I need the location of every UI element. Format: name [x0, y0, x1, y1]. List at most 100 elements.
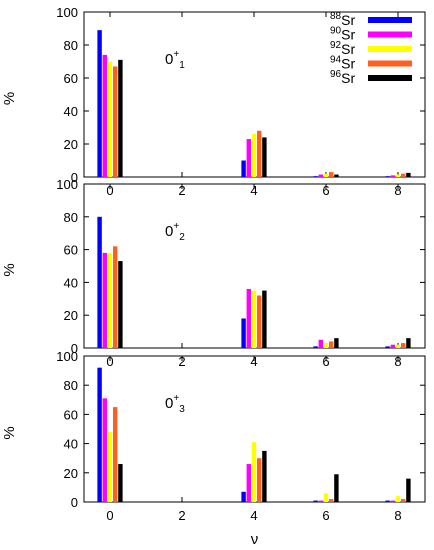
- y-tick-label: 60: [64, 243, 78, 258]
- bar: [257, 458, 262, 502]
- legend-entry-label: 90Sr: [330, 26, 355, 43]
- y-tick-label: 0: [71, 341, 78, 356]
- bar: [97, 367, 102, 502]
- legend-swatch: [368, 46, 412, 52]
- x-tick-label: 2: [178, 354, 185, 369]
- legend-swatch: [368, 75, 412, 81]
- bar: [241, 491, 246, 502]
- bar: [385, 346, 390, 348]
- legend-entry-label: 92Sr: [330, 40, 355, 57]
- bar: [395, 174, 401, 177]
- legend-swatch: [368, 60, 412, 67]
- x-tick-label: 4: [250, 354, 257, 369]
- x-tick-label: 2: [178, 508, 185, 523]
- legend-entry-label: 88Sr: [330, 11, 355, 28]
- bar: [323, 343, 329, 348]
- y-tick-label: 80: [64, 378, 78, 393]
- bar: [318, 174, 323, 177]
- bar: [102, 398, 107, 502]
- bar: [102, 54, 107, 177]
- x-tick-label: 6: [322, 354, 329, 369]
- bar: [334, 174, 339, 177]
- x-tick-label: 8: [394, 183, 401, 198]
- bar: [406, 172, 411, 177]
- bar: [406, 478, 411, 502]
- bar: [406, 338, 411, 348]
- bar: [97, 30, 102, 178]
- legend-swatch: [368, 31, 412, 38]
- y-tick-label: 60: [64, 71, 78, 86]
- bar: [241, 318, 246, 348]
- x-tick-label: 8: [394, 508, 401, 523]
- y-tick-label: 80: [64, 38, 78, 53]
- y-tick-label: 80: [64, 210, 78, 225]
- bar: [390, 500, 395, 502]
- bar: [262, 137, 267, 177]
- bar: [318, 500, 323, 502]
- y-tick-label: 60: [64, 407, 78, 422]
- x-tick-label: 4: [250, 183, 257, 198]
- bar: [329, 499, 334, 502]
- bar: [385, 176, 390, 177]
- bar: [390, 344, 395, 348]
- y-tick-label: 0: [71, 170, 78, 185]
- bar: [251, 290, 257, 348]
- y-axis-title: %: [1, 426, 18, 439]
- y-tick-label: 40: [64, 104, 78, 119]
- bar: [118, 464, 123, 502]
- bar: [118, 59, 123, 177]
- bar: [329, 172, 334, 177]
- y-tick-label: 40: [64, 437, 78, 452]
- bar: [262, 290, 267, 348]
- bar: [390, 175, 395, 177]
- bar: [334, 338, 339, 348]
- bar: [97, 216, 102, 348]
- bar: [401, 343, 406, 348]
- bar: [107, 61, 113, 177]
- x-tick-label: 0: [106, 183, 113, 198]
- bar: [395, 496, 401, 502]
- x-axis-title: ν: [251, 531, 259, 548]
- bar: [313, 346, 318, 348]
- bar: [241, 160, 246, 177]
- legend-swatch: [368, 17, 412, 23]
- y-axis-title: %: [1, 263, 18, 276]
- bar: [113, 407, 118, 502]
- y-tick-label: 100: [56, 177, 78, 192]
- x-tick-label: 4: [250, 508, 257, 523]
- panel-1: 0 20 40 60 80 100% 0 2 4 6 8 0+1: [1, 5, 426, 198]
- panel-state-label: 0+3: [165, 393, 185, 415]
- legend-entry-label: 94Sr: [330, 55, 355, 72]
- bar: [107, 431, 113, 502]
- bar: [257, 295, 262, 348]
- x-tick-label: 6: [322, 183, 329, 198]
- legend-entry-label: 96Sr: [330, 69, 355, 86]
- bar: [323, 493, 329, 502]
- y-tick-label: 0: [71, 495, 78, 510]
- bar: [113, 66, 118, 177]
- panel-state-label: 0+1: [165, 49, 185, 71]
- bar: [246, 288, 251, 348]
- bar: [118, 261, 123, 348]
- y-tick-label: 20: [64, 137, 78, 152]
- bar: [257, 130, 262, 177]
- bar: [385, 500, 390, 502]
- bar: [251, 442, 257, 502]
- bar: [323, 173, 329, 177]
- bar: [318, 339, 323, 348]
- x-tick-label: 0: [106, 508, 113, 523]
- y-tick-label: 100: [56, 349, 78, 364]
- bar: [246, 464, 251, 502]
- bar: [102, 252, 107, 348]
- x-tick-label: 8: [394, 354, 401, 369]
- y-tick-label: 40: [64, 275, 78, 290]
- bar: [262, 450, 267, 502]
- bar: [113, 246, 118, 348]
- x-tick-label: 6: [322, 508, 329, 523]
- bar: [251, 134, 257, 177]
- bar: [401, 499, 406, 502]
